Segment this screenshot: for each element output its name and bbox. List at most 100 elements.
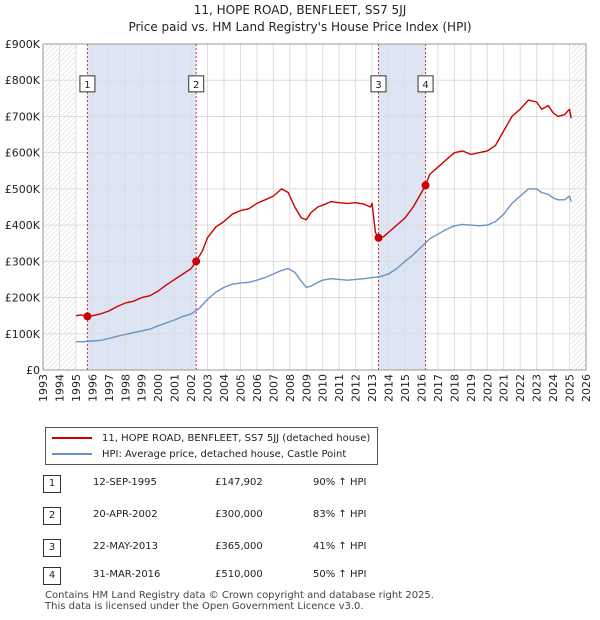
- x-tick-label: 2016: [415, 374, 428, 402]
- transaction-date: 22-MAY-2013: [93, 541, 159, 552]
- transaction-row: 3 22-MAY-2013 £365,000 41% ↑ HPI: [43, 539, 443, 559]
- x-tick-label: 2007: [267, 374, 280, 402]
- band-hatch-line: [571, 318, 587, 335]
- x-tick-label: 1999: [136, 374, 149, 402]
- transaction-label: 4: [422, 80, 428, 91]
- band-hatch-line: [43, 180, 76, 215]
- y-tick-label: £500K: [5, 183, 41, 196]
- x-tick-label: 1995: [70, 374, 83, 402]
- x-tick-label: 2018: [448, 374, 461, 402]
- legend-swatch-property: [52, 437, 92, 439]
- band-hatch-line: [571, 193, 587, 210]
- band-hatch-line: [43, 310, 76, 345]
- band-hatch-line: [571, 88, 587, 105]
- transaction-date: 31-MAR-2016: [93, 569, 161, 580]
- band-hatch-line: [43, 44, 49, 50]
- band-hatch-line: [43, 95, 76, 130]
- x-tick-label: 2023: [531, 374, 544, 402]
- x-tick-label: 2022: [514, 374, 527, 402]
- x-tick-label: 1994: [53, 374, 66, 402]
- transaction-row: 2 20-APR-2002 £300,000 83% ↑ HPI: [43, 507, 443, 527]
- x-tick-label: 1997: [103, 374, 116, 402]
- property-price-line: [75, 99, 572, 318]
- x-tick-label: 2005: [234, 374, 247, 402]
- y-tick-label: £100K: [5, 328, 41, 341]
- x-tick-label: 2006: [251, 374, 264, 402]
- band-hatch-line: [571, 198, 587, 215]
- x-tick-label: 2014: [383, 374, 396, 402]
- band-hatch-line: [43, 295, 76, 330]
- x-tick-label: 2025: [564, 374, 577, 402]
- transaction-price: £147,902: [215, 477, 263, 488]
- band-hatch-line: [43, 65, 76, 100]
- band-hatch-line: [571, 108, 587, 125]
- x-tick-label: 2008: [284, 374, 297, 402]
- band-hatch-line: [571, 188, 587, 205]
- band-hatch-line: [571, 63, 587, 80]
- y-tick-label: £0: [26, 364, 40, 377]
- band-hatch-line: [43, 80, 76, 115]
- band-hatch-line: [43, 195, 76, 230]
- y-tick-label: £800K: [5, 74, 41, 87]
- transaction-hpi-change: 41% ↑ HPI: [313, 541, 367, 552]
- legend-label-hpi: HPI: Average price, detached house, Cast…: [102, 448, 347, 460]
- band-hatch-line: [584, 368, 587, 370]
- transaction-row: 1 12-SEP-1995 £147,902 90% ↑ HPI: [43, 475, 443, 495]
- band-hatch-line: [43, 70, 76, 105]
- band-hatch-line: [43, 305, 76, 340]
- band-hatch-line: [43, 290, 76, 325]
- band-hatch-line: [43, 85, 76, 120]
- footer-copyright: Contains HM Land Registry data © Crown c…: [45, 590, 434, 601]
- y-tick-label: £400K: [5, 219, 41, 232]
- transaction-number: 3: [43, 539, 61, 557]
- band-hatch-line: [571, 308, 587, 325]
- transaction-hpi-change: 83% ↑ HPI: [313, 509, 367, 520]
- highlight-band: [378, 44, 426, 370]
- transaction-row: 4 31-MAR-2016 £510,000 50% ↑ HPI: [43, 567, 443, 587]
- transaction-point: [192, 257, 201, 266]
- band-hatch-line: [571, 313, 587, 330]
- legend-swatch-hpi: [52, 453, 92, 455]
- transaction-hpi-change: 90% ↑ HPI: [313, 477, 367, 488]
- x-tick-label: 2012: [350, 374, 363, 402]
- band-hatch-line: [43, 44, 44, 45]
- x-tick-label: 1996: [86, 374, 99, 402]
- y-tick-label: £700K: [5, 110, 41, 123]
- band-hatch-line: [43, 200, 76, 235]
- transaction-point: [421, 181, 430, 190]
- transaction-price: £510,000: [215, 569, 263, 580]
- band-hatch-line: [571, 203, 587, 220]
- y-tick-label: £200K: [5, 292, 41, 305]
- x-tick-label: 2003: [202, 374, 215, 402]
- band-hatch-line: [43, 285, 76, 320]
- band-hatch-line: [43, 90, 76, 125]
- x-tick-label: 2021: [498, 374, 511, 402]
- y-tick-label: £600K: [5, 147, 41, 160]
- band-hatch-line: [43, 330, 76, 365]
- x-tick-label: 2013: [366, 374, 379, 402]
- y-tick-label: £300K: [5, 255, 41, 268]
- band-hatch-line: [571, 293, 587, 310]
- x-tick-label: 1993: [37, 374, 50, 402]
- legend-label-property: 11, HOPE ROAD, BENFLEET, SS7 5JJ (detach…: [102, 432, 371, 444]
- y-tick-label: £900K: [5, 38, 41, 51]
- transaction-date: 20-APR-2002: [93, 509, 158, 520]
- footer: Contains HM Land Registry data © Crown c…: [45, 590, 434, 612]
- chart-title-line1: 11, HOPE ROAD, BENFLEET, SS7 5JJ: [194, 3, 407, 17]
- x-tick-label: 2001: [169, 374, 182, 402]
- x-tick-label: 2004: [218, 374, 231, 402]
- band-hatch-line: [571, 103, 587, 120]
- band-hatch-line: [571, 98, 587, 115]
- x-tick-label: 2000: [152, 374, 165, 402]
- x-tick-label: 2009: [300, 374, 313, 402]
- band-hatch-line: [43, 175, 76, 210]
- band-hatch-line: [571, 48, 587, 65]
- x-tick-label: 2017: [432, 374, 445, 402]
- transaction-label: 2: [193, 80, 199, 91]
- transaction-label-box: [417, 75, 434, 93]
- hpi-line: [75, 188, 572, 343]
- transaction-label-box: [79, 75, 96, 93]
- legend-item-hpi: HPI: Average price, detached house, Cast…: [52, 447, 346, 461]
- transaction-label: 1: [84, 80, 90, 91]
- plot-frame: [42, 43, 587, 371]
